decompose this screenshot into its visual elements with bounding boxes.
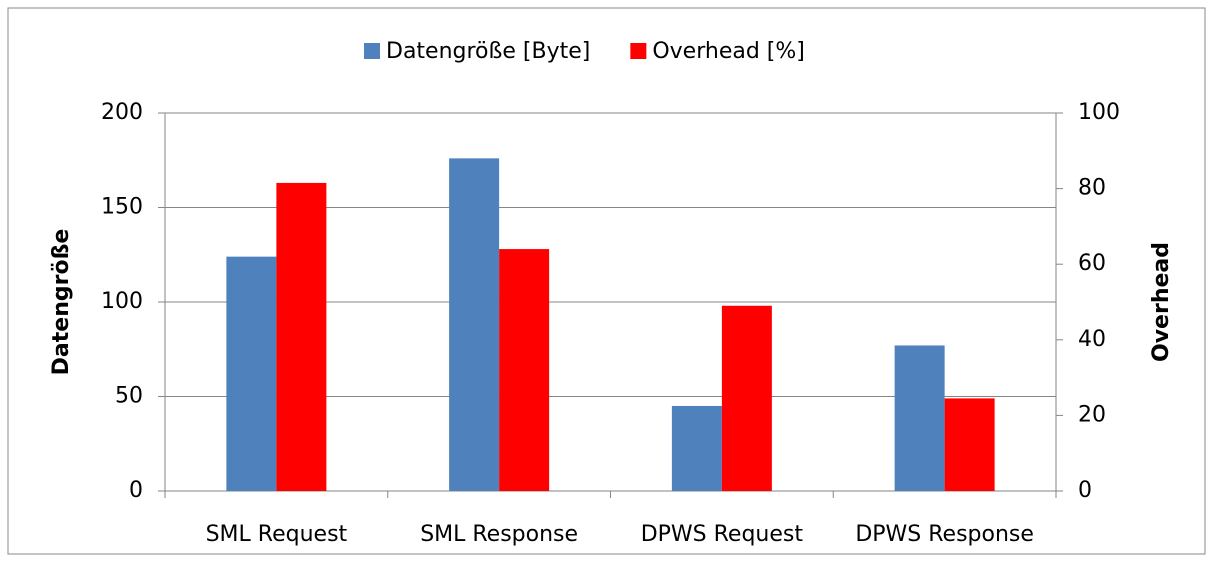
- y2-tick-label: 40: [1078, 327, 1106, 352]
- y2-tick-label: 0: [1078, 478, 1092, 503]
- bar: [721, 305, 772, 491]
- y-tick-label: 150: [101, 195, 143, 220]
- x-tick-label: DPWS Response: [855, 522, 1034, 547]
- bar: [499, 249, 550, 491]
- bar: [894, 345, 945, 491]
- y-tick-label: 0: [129, 478, 143, 503]
- y2-tick-label: 20: [1078, 402, 1106, 427]
- legend-label: Datengröße [Byte]: [386, 39, 590, 64]
- legend-swatch: [364, 43, 380, 59]
- bar: [671, 405, 722, 491]
- bar: [276, 182, 327, 491]
- bar: [449, 158, 500, 492]
- x-tick-label: SML Response: [420, 522, 578, 547]
- y-tick-label: 50: [115, 384, 143, 409]
- y2-tick-label: 80: [1078, 176, 1106, 201]
- x-tick-label: DPWS Request: [641, 522, 804, 547]
- chart-border: [7, 7, 1206, 555]
- y-tick-label: 200: [101, 100, 143, 125]
- y2-tick-label: 100: [1078, 100, 1120, 125]
- bar: [226, 256, 277, 491]
- y2-axis-title: Overhead: [1149, 242, 1174, 362]
- y2-tick-label: 60: [1078, 251, 1106, 276]
- y-axis-title: Datengröße: [49, 229, 74, 376]
- legend-swatch: [630, 43, 647, 59]
- legend-label: Overhead [%]: [652, 39, 805, 64]
- x-tick-label: SML Request: [206, 522, 348, 547]
- y-tick-label: 100: [101, 289, 143, 314]
- bar: [944, 398, 995, 491]
